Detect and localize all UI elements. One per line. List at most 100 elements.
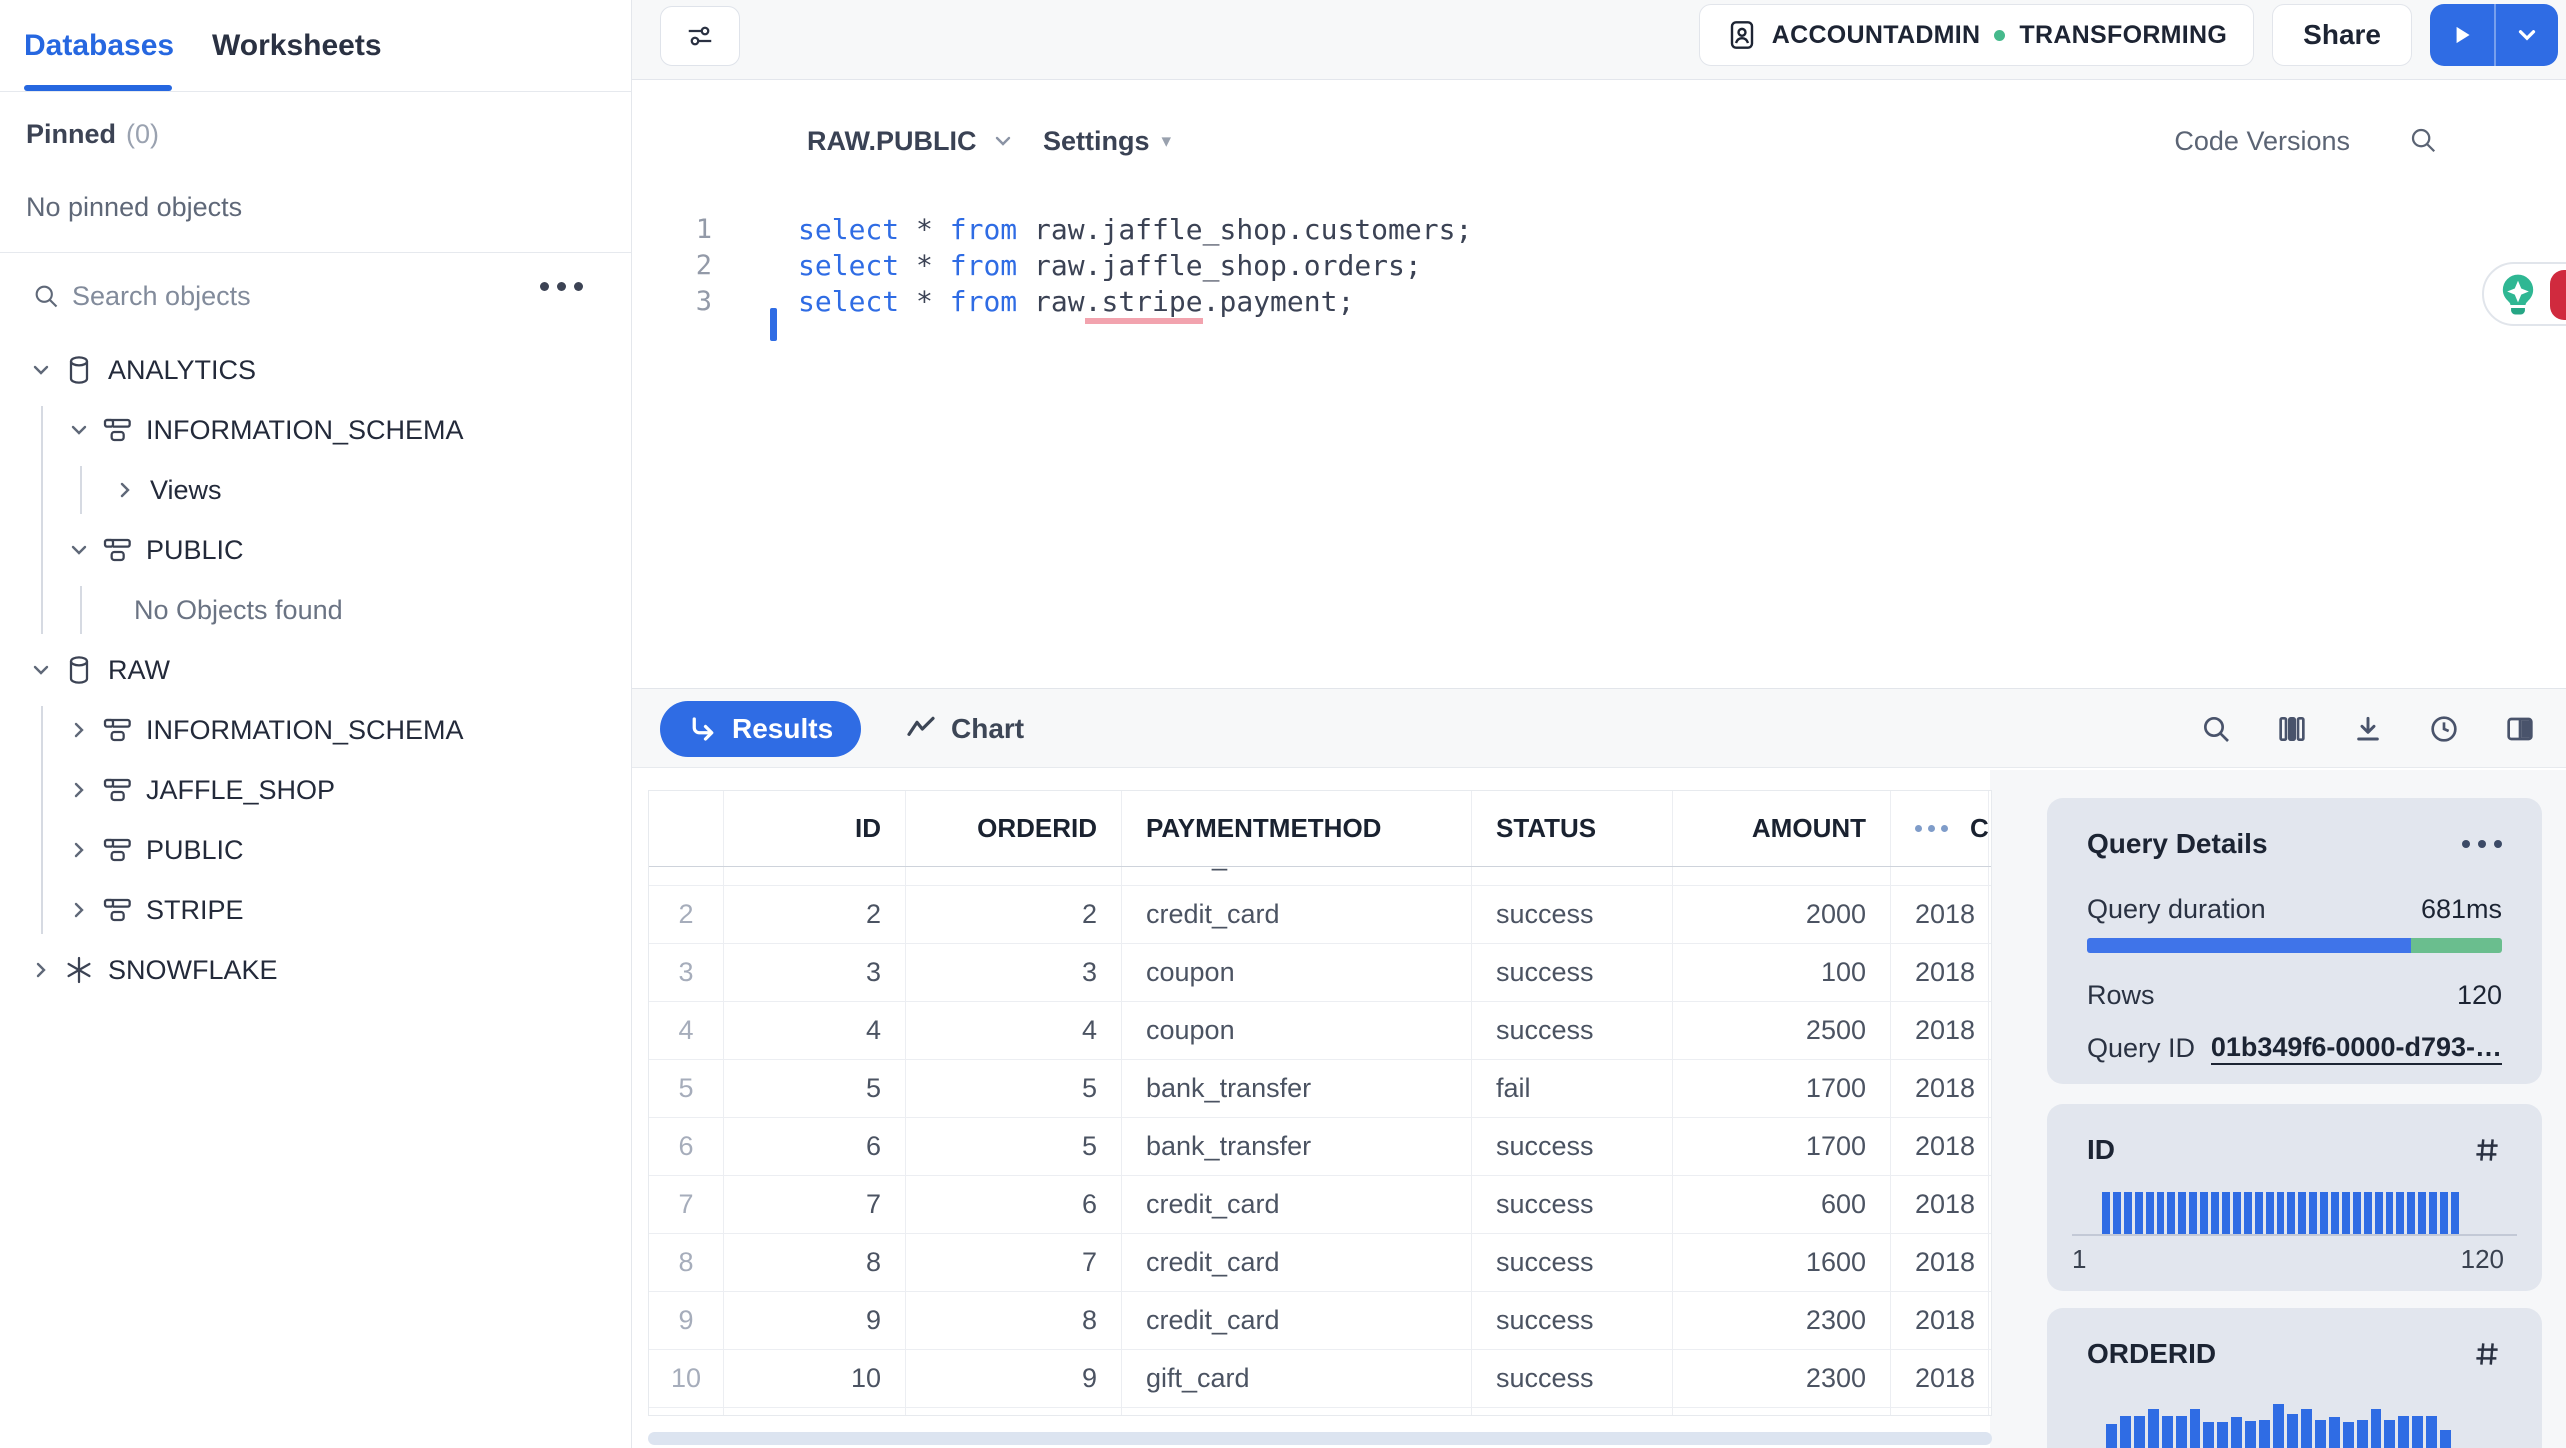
- download-icon[interactable]: [2352, 713, 2384, 745]
- editor-search-icon[interactable]: [2408, 125, 2438, 155]
- columns-icon[interactable]: [2276, 713, 2308, 745]
- search-input[interactable]: [72, 274, 492, 318]
- tree-item-information-schema[interactable]: INFORMATION_SCHEMA: [0, 400, 631, 460]
- query-details-card: Query Details Query duration 681ms Rows …: [2047, 798, 2542, 1084]
- table-row[interactable]: 10 10 9 gift_card success 2300 2018: [649, 1350, 1991, 1408]
- copilot-widget[interactable]: 1: [2482, 262, 2566, 326]
- table-cell: 3: [724, 944, 906, 1001]
- query-id-link[interactable]: 01b349f6-0000-d793-…: [2210, 1032, 2502, 1065]
- table-row[interactable]: 6 6 5 bank_transfer success 1700 2018: [649, 1118, 1991, 1176]
- chevron-right-icon[interactable]: [112, 477, 138, 503]
- chevron-right-icon[interactable]: [28, 957, 54, 983]
- horizontal-scrollbar[interactable]: [648, 1432, 1992, 1445]
- code-line[interactable]: 2 select * from raw.jaffle_shop.orders;: [632, 248, 2566, 284]
- table-row[interactable]: 5 5 5 bank_transfer fail 1700 2018: [649, 1060, 1991, 1118]
- tree-item-label: INFORMATION_SCHEMA: [146, 414, 464, 445]
- pinned-section-header: Pinned (0): [26, 112, 159, 156]
- line-number: 3: [695, 286, 712, 317]
- code-line[interactable]: 1 select * from raw.jaffle_shop.customers…: [632, 212, 2566, 248]
- column-card-id: ID 1 120: [2047, 1104, 2542, 1291]
- chevron-down-icon: [71, 425, 87, 435]
- statement-cursor: [770, 308, 777, 341]
- chevron-down-icon[interactable]: [66, 537, 92, 563]
- table-cell: 2018: [1891, 1350, 1989, 1407]
- database-icon: [62, 353, 96, 387]
- database-context-dropdown[interactable]: RAW.PUBLIC: [807, 111, 1015, 171]
- run-button[interactable]: [2430, 4, 2494, 66]
- table-row[interactable]: 2 2 2 credit_card success 2000 2018: [649, 886, 1991, 944]
- tree-item-snowflake[interactable]: SNOWFLAKE: [0, 940, 631, 1000]
- table-row[interactable]: 8 8 7 credit_card success 1600 2018: [649, 1234, 1991, 1292]
- tree-item-stripe[interactable]: STRIPE: [0, 880, 631, 940]
- tab-chart[interactable]: Chart: [905, 701, 1024, 757]
- tree-item-label: SNOWFLAKE: [108, 954, 278, 985]
- share-button[interactable]: Share: [2272, 4, 2412, 66]
- column-header-amount[interactable]: AMOUNT: [1673, 791, 1891, 866]
- table-cell: 3: [906, 944, 1122, 1001]
- chevron-down-icon[interactable]: [28, 357, 54, 383]
- chevron-right-icon: [36, 962, 46, 978]
- chevron-down-icon[interactable]: [28, 657, 54, 683]
- tree-item-raw[interactable]: RAW: [0, 640, 631, 700]
- tab-results[interactable]: Results: [660, 701, 862, 757]
- table-cell: success: [1472, 1350, 1673, 1407]
- table-cell: credit_card: [1122, 867, 1472, 885]
- search-results-icon[interactable]: [2200, 713, 2232, 745]
- sidebar-more-icon[interactable]: [540, 282, 583, 291]
- tree-item-analytics[interactable]: ANALYTICS: [0, 340, 631, 400]
- chevron-down-icon[interactable]: [66, 417, 92, 443]
- filters-button[interactable]: [660, 6, 740, 66]
- tab-databases[interactable]: Databases: [24, 28, 175, 62]
- chevron-right-icon[interactable]: [66, 837, 92, 863]
- panel-layout-icon[interactable]: [2504, 713, 2536, 745]
- tree-indent-guide: [41, 406, 43, 634]
- schema-icon: [100, 773, 134, 807]
- table-cell: [649, 1408, 724, 1415]
- database-icon: [69, 656, 89, 684]
- tree-item-public[interactable]: PUBLIC: [0, 520, 631, 580]
- results-toolbar: Results Chart: [632, 688, 2566, 768]
- grid-viewport[interactable]: 111credit_cardsuccess10002018222credit_c…: [649, 867, 1991, 1415]
- code-versions-button[interactable]: Code Versions: [2174, 125, 2350, 156]
- code-line[interactable]: 3 select * from raw.stripe.payment;: [632, 284, 2566, 324]
- table-cell: gift_card: [1122, 1350, 1472, 1407]
- orderid-histogram[interactable]: [2106, 1404, 2452, 1448]
- chevron-right-icon[interactable]: [66, 717, 92, 743]
- tree-item-information-schema[interactable]: INFORMATION_SCHEMA: [0, 700, 631, 760]
- settings-dropdown[interactable]: Settings ▾: [1043, 111, 1171, 171]
- settings-label: Settings: [1043, 125, 1150, 156]
- column-header-rownum[interactable]: [649, 791, 724, 866]
- chevron-right-icon[interactable]: [66, 897, 92, 923]
- tree-item-label: Views: [150, 474, 222, 505]
- table-row[interactable]: [649, 1408, 1991, 1415]
- table-cell: 2300: [1673, 1292, 1891, 1349]
- table-row[interactable]: 3 3 3 coupon success 100 2018: [649, 944, 1991, 1002]
- chevron-right-icon[interactable]: [66, 777, 92, 803]
- history-clock-icon[interactable]: [2428, 713, 2460, 745]
- table-cell: 2: [724, 886, 906, 943]
- tree-item-jaffle-shop[interactable]: JAFFLE_SHOP: [0, 760, 631, 820]
- code-area[interactable]: 1 select * from raw.jaffle_shop.customers…: [632, 212, 2566, 324]
- column-header-id[interactable]: ID: [724, 791, 906, 866]
- run-options-button[interactable]: [2494, 4, 2558, 66]
- table-row[interactable]: 7 7 6 credit_card success 600 2018: [649, 1176, 1991, 1234]
- table-row[interactable]: 4 4 4 coupon success 2500 2018: [649, 1002, 1991, 1060]
- tree-item-views[interactable]: Views: [0, 460, 631, 520]
- tree-indent-guide: [80, 586, 82, 634]
- table-cell: 1: [906, 867, 1122, 885]
- query-details-menu-icon[interactable]: [2462, 840, 2502, 848]
- column-header-status[interactable]: STATUS: [1472, 791, 1673, 866]
- id-histogram[interactable]: [2102, 1190, 2459, 1234]
- table-cell: 600: [1673, 1176, 1891, 1233]
- column-header-orderid[interactable]: ORDERID: [906, 791, 1122, 866]
- tree-item-public[interactable]: PUBLIC: [0, 820, 631, 880]
- column-header-paymentmethod[interactable]: PAYMENTMETHOD: [1122, 791, 1472, 866]
- sql-editor[interactable]: RAW.PUBLIC Settings ▾ Code Versions 1 sel…: [632, 81, 2566, 687]
- table-cell: 2018: [1891, 886, 1989, 943]
- table-row[interactable]: 9 9 8 credit_card success 2300 2018: [649, 1292, 1991, 1350]
- table-row[interactable]: 111credit_cardsuccess10002018: [649, 867, 1991, 886]
- context-selector-button[interactable]: ACCOUNTADMIN TRANSFORMING: [1698, 4, 2255, 66]
- column-header-ci[interactable]: CI: [1891, 791, 1989, 866]
- tab-worksheets[interactable]: Worksheets: [212, 28, 382, 62]
- more-columns-icon[interactable]: [1915, 825, 1948, 832]
